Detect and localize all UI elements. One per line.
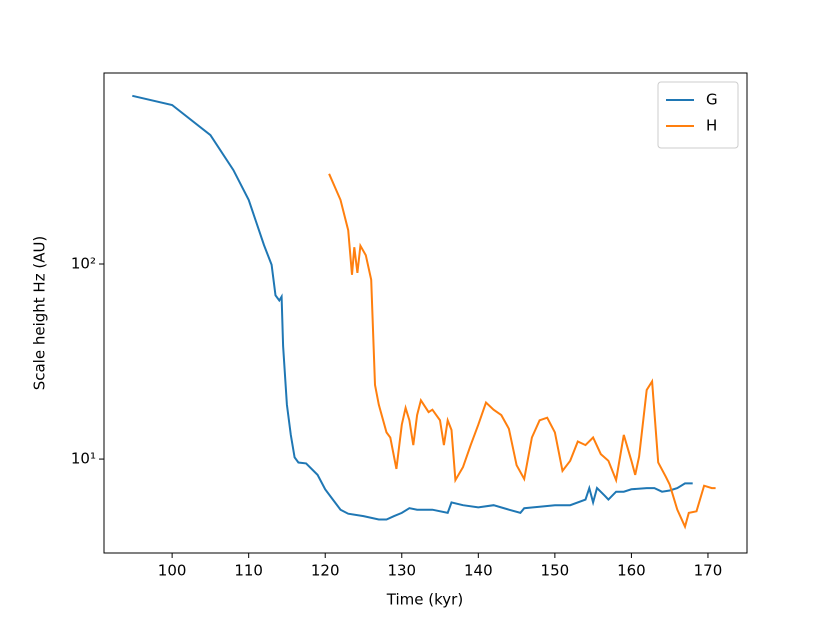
x-tick-label: 170 bbox=[694, 562, 723, 580]
axes-frame bbox=[103, 72, 748, 554]
legend-box bbox=[657, 81, 739, 149]
y-tick-label: 10² bbox=[71, 254, 96, 272]
x-tick-label: 110 bbox=[234, 562, 263, 580]
x-tick-label: 130 bbox=[387, 562, 416, 580]
x-tick-label: 160 bbox=[617, 562, 646, 580]
x-tick-label: 150 bbox=[541, 562, 570, 580]
x-tick-label: 100 bbox=[158, 562, 187, 580]
series-line bbox=[328, 173, 716, 530]
x-tick-label: 120 bbox=[311, 562, 340, 580]
legend-label: G bbox=[706, 91, 718, 109]
series-line bbox=[132, 94, 693, 521]
x-axis-label: Time (kyr) bbox=[386, 591, 463, 609]
legend-label: H bbox=[706, 117, 717, 135]
x-tick-label: 140 bbox=[464, 562, 493, 580]
y-tick-label: 10¹ bbox=[71, 450, 96, 468]
y-axis-label: Scale height Hz (AU) bbox=[31, 236, 49, 391]
